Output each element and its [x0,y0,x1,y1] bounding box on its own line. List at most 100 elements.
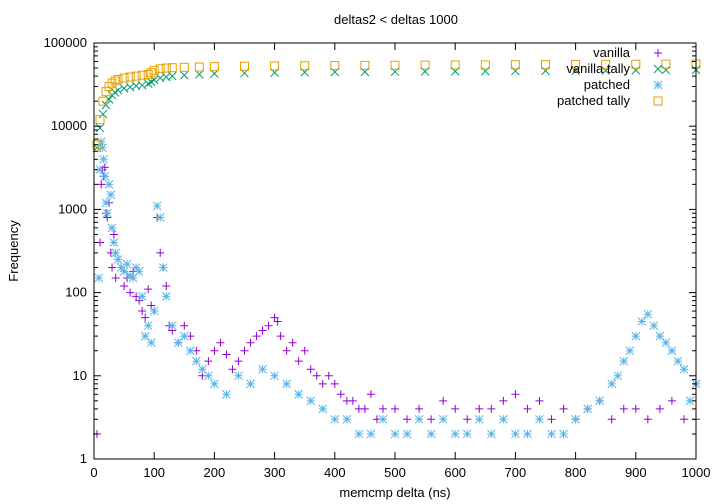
data-point [276,332,285,341]
data-point [480,60,490,70]
data-point [158,263,168,272]
legend-label: vanilla [593,45,631,60]
data-point [140,331,150,341]
data-point [246,379,255,389]
data-point [685,396,695,406]
x-tick-label: 700 [505,465,527,480]
data-point [92,140,102,150]
data-point [116,263,126,272]
data-point [511,429,520,439]
data-point [191,356,201,366]
data-point [222,350,231,359]
data-point [113,85,123,95]
data-point [240,61,249,71]
data-point [179,70,189,80]
data-point [679,415,688,424]
data-point [222,389,231,399]
data-point [414,414,424,424]
data-point [167,321,177,331]
data-point [535,396,544,405]
data-point [499,414,508,424]
data-point [282,346,291,355]
data-point [107,223,117,233]
data-point [120,282,129,291]
data-point [390,60,400,70]
data-point [631,404,640,413]
data-point [535,414,544,424]
data-point [402,429,412,439]
data-point [173,338,183,348]
data-point [673,356,683,366]
data-point [94,273,104,283]
data-point [571,414,580,424]
data-point [288,338,297,347]
data-point [637,317,647,326]
x-tick-label: 1000 [682,465,711,480]
x-tick-label: 200 [204,465,226,480]
data-point [109,238,119,247]
data-marks [92,59,701,439]
data-point [108,263,117,272]
data-point [486,429,496,439]
data-point [141,313,150,322]
data-point [559,429,568,439]
data-point [149,65,159,75]
data-point [216,338,225,347]
legend-marker [654,49,662,57]
y-tick-label: 100000 [44,35,87,50]
data-point [463,415,472,424]
data-point [438,414,448,424]
data-point [360,404,369,413]
data-point [474,414,484,424]
data-point [547,415,556,424]
x-tick-label: 900 [625,465,647,480]
data-point [210,346,219,355]
data-point [161,63,171,73]
data-point [210,379,219,389]
data-point [252,332,261,341]
data-point [354,429,364,439]
data-point [194,69,204,79]
data-point [264,321,273,330]
data-point [98,143,107,153]
data-point [258,364,267,374]
data-point [336,390,345,399]
data-point [204,357,213,366]
x-tick-label: 500 [384,465,406,480]
data-point [541,60,550,70]
data-point [643,309,653,319]
y-tick-label: 100 [65,285,87,300]
data-point [111,273,120,282]
data-point [162,282,171,291]
data-point [667,396,676,405]
data-point [270,371,279,381]
data-point [306,396,316,406]
legend-marker [653,64,663,74]
data-point [649,321,659,331]
data-point [631,331,641,341]
data-point [619,356,629,366]
data-point [523,429,532,439]
data-point [450,429,460,439]
data-point [156,248,165,257]
data-point [450,60,460,70]
data-point [234,357,243,366]
data-point [155,213,165,222]
data-point [146,68,156,78]
data-point [366,429,376,439]
y-tick-label: 10 [73,368,87,383]
series-patched [94,137,701,439]
legend-marker [653,80,663,90]
data-point [111,248,121,258]
data-point [137,292,147,301]
data-point [137,80,147,90]
data-point [109,230,118,239]
data-point [667,346,677,356]
data-point [113,74,123,84]
data-point [420,60,430,70]
legend-label: patched [584,77,630,92]
data-point [613,371,623,381]
data-point [95,165,105,175]
x-tick-label: 600 [444,465,466,480]
